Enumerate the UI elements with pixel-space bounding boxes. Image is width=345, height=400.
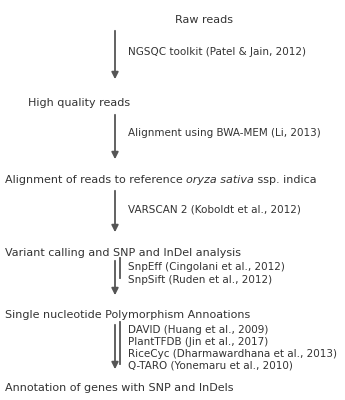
Text: Q-TARO (Yonemaru et al., 2010): Q-TARO (Yonemaru et al., 2010) bbox=[128, 361, 293, 371]
Text: Alignment using BWA-MEM (Li, 2013): Alignment using BWA-MEM (Li, 2013) bbox=[128, 128, 321, 138]
Text: Raw reads: Raw reads bbox=[175, 15, 233, 25]
Text: oryza sativa: oryza sativa bbox=[186, 175, 254, 185]
Text: PlantTFDB (Jin et al., 2017): PlantTFDB (Jin et al., 2017) bbox=[128, 337, 268, 347]
Text: RiceCyc (Dharmawardhana et al., 2013): RiceCyc (Dharmawardhana et al., 2013) bbox=[128, 349, 337, 359]
Text: ssp. indica: ssp. indica bbox=[254, 175, 317, 185]
Text: SnpSift (Ruden et al., 2012): SnpSift (Ruden et al., 2012) bbox=[128, 275, 272, 285]
Text: Alignment of reads to reference: Alignment of reads to reference bbox=[5, 175, 186, 185]
Text: Single nucleotide Polymorphism Annoations: Single nucleotide Polymorphism Annoation… bbox=[5, 310, 250, 320]
Text: Variant calling and SNP and InDel analysis: Variant calling and SNP and InDel analys… bbox=[5, 248, 241, 258]
Text: High quality reads: High quality reads bbox=[28, 98, 130, 108]
Text: NGSQC toolkit (Patel & Jain, 2012): NGSQC toolkit (Patel & Jain, 2012) bbox=[128, 47, 306, 57]
Text: VARSCAN 2 (Koboldt et al., 2012): VARSCAN 2 (Koboldt et al., 2012) bbox=[128, 205, 301, 215]
Text: Annotation of genes with SNP and InDels: Annotation of genes with SNP and InDels bbox=[5, 383, 234, 393]
Text: SnpEff (Cingolani et al., 2012): SnpEff (Cingolani et al., 2012) bbox=[128, 262, 285, 272]
Text: DAVID (Huang et al., 2009): DAVID (Huang et al., 2009) bbox=[128, 325, 268, 335]
